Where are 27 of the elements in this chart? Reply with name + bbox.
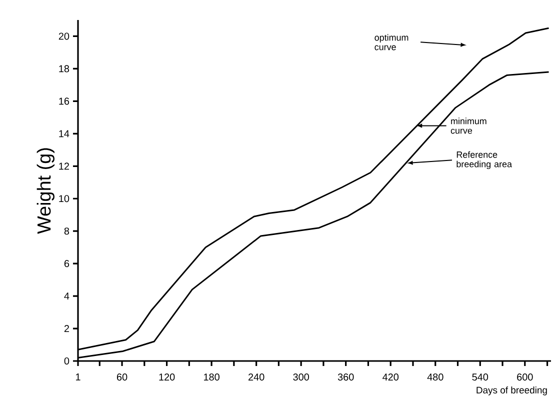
annotation: Reference breeding area xyxy=(456,151,512,170)
y-tick-label: 4 xyxy=(64,292,70,300)
x-tick-label: 240 xyxy=(248,374,264,381)
y-tick-label: 0 xyxy=(64,357,70,365)
x-tick-label: 1 xyxy=(76,374,80,380)
x-tick-label: 540 xyxy=(472,374,488,381)
x-tick-label: 480 xyxy=(427,374,444,381)
x-axis-title: Days of breeding xyxy=(476,386,547,396)
annotation: optimum curve xyxy=(374,34,408,50)
y-tick-label: 20 xyxy=(58,32,70,40)
x-tick-label: 420 xyxy=(382,374,399,381)
y-tick-label: 2 xyxy=(64,325,69,332)
y-tick-label: 12 xyxy=(59,162,69,170)
annotation: minimum curve xyxy=(450,118,486,134)
x-tick-label: 300 xyxy=(293,374,309,381)
x-tick-label: 120 xyxy=(159,374,175,381)
y-tick-label: 6 xyxy=(64,260,70,268)
y-axis-title: Weight (g) xyxy=(36,148,54,234)
y-tick-label: 10 xyxy=(59,195,70,202)
y-tick-label: 14 xyxy=(59,130,70,138)
x-tick-label: 180 xyxy=(204,374,220,381)
y-tick-label: 16 xyxy=(59,98,70,105)
y-tick-label: 18 xyxy=(59,65,70,72)
x-tick-label: 360 xyxy=(338,374,354,381)
y-tick-label: 8 xyxy=(64,228,70,235)
x-tick-label: 60 xyxy=(116,374,128,381)
x-tick-label: 600 xyxy=(517,374,533,381)
